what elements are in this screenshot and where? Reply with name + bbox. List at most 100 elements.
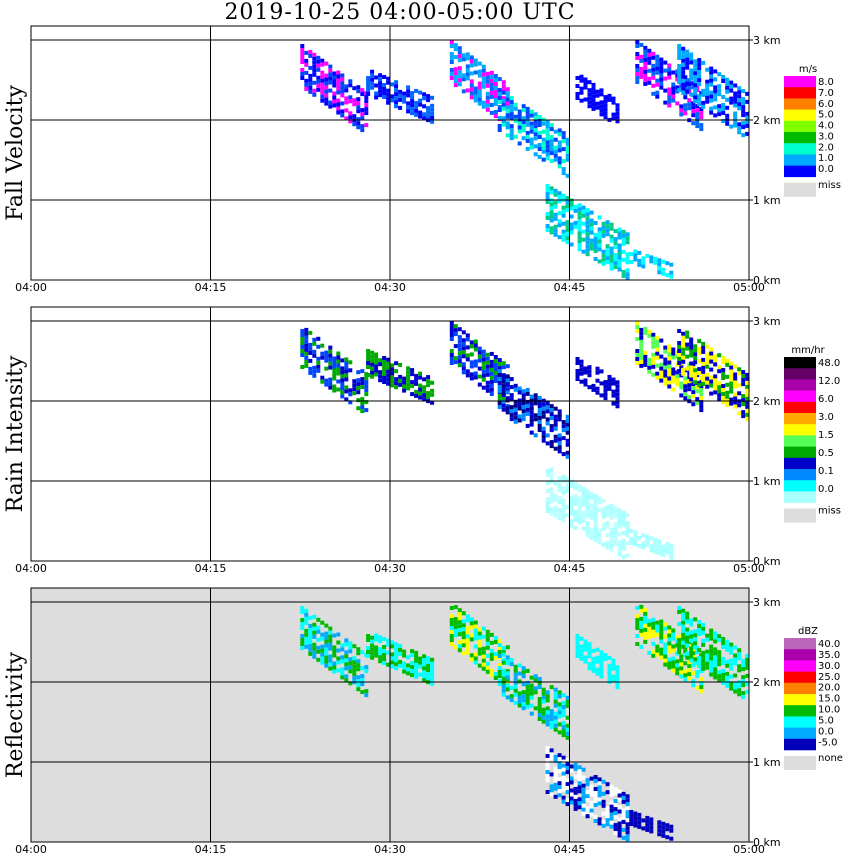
echo-cell xyxy=(577,777,582,782)
echo-cell xyxy=(422,393,427,398)
echo-cell xyxy=(721,119,726,123)
echo-cell xyxy=(308,627,313,632)
echo-cell xyxy=(453,47,458,52)
echo-cell xyxy=(663,658,668,663)
echo-cell xyxy=(398,93,403,98)
echo-cell xyxy=(364,384,369,389)
echo-cell xyxy=(721,360,726,364)
echo-cell xyxy=(320,62,325,67)
echo-cell xyxy=(737,383,742,388)
echo-cell xyxy=(549,756,554,761)
echo-cell xyxy=(585,248,590,253)
echo-cell xyxy=(485,99,490,104)
echo-cell xyxy=(733,404,738,409)
echo-cell xyxy=(505,645,510,650)
echo-cell xyxy=(304,343,309,348)
echo-cell xyxy=(633,819,638,824)
echo-cell xyxy=(461,342,466,347)
echo-cell xyxy=(625,794,630,799)
echo-cell xyxy=(324,77,329,82)
echo-cell xyxy=(745,392,750,397)
echo-cell xyxy=(573,782,578,787)
echo-cell xyxy=(737,688,742,693)
echo-cell xyxy=(304,632,309,637)
echo-cell xyxy=(725,77,730,82)
echo-cell xyxy=(461,362,466,367)
echo-cell xyxy=(681,78,686,83)
echo-cell xyxy=(721,641,726,645)
echo-cell xyxy=(300,353,305,357)
echo-cell xyxy=(565,790,570,795)
echo-cell xyxy=(410,99,415,104)
echo-cell xyxy=(683,396,688,401)
echo-region xyxy=(629,810,674,841)
echo-cell xyxy=(585,509,590,514)
echo-cell xyxy=(669,547,674,552)
echo-cell xyxy=(501,88,506,93)
echo-cell xyxy=(565,204,570,209)
echo-cell xyxy=(406,109,411,114)
colorbar-missing-swatch xyxy=(784,756,816,770)
colorbar-level-label: 10.0 xyxy=(818,705,840,716)
echo-cell xyxy=(378,81,383,86)
echo-cell xyxy=(461,623,466,628)
echo-cell xyxy=(553,723,558,728)
echo-cell xyxy=(681,612,686,617)
echo-cell xyxy=(352,668,357,673)
echo-cell xyxy=(697,78,702,83)
colorbar-missing-swatch xyxy=(784,182,816,197)
echo-cell xyxy=(561,705,566,710)
echo-cell xyxy=(695,120,700,125)
echo-cell xyxy=(473,343,478,348)
echo-cell xyxy=(336,98,341,103)
echo-cell xyxy=(430,119,435,124)
echo-cell xyxy=(525,387,530,392)
echo-cell xyxy=(643,81,648,86)
echo-cell xyxy=(541,707,546,712)
echo-cell xyxy=(312,60,317,65)
echo-cell xyxy=(659,65,664,70)
height-tick-label: 1 km xyxy=(753,194,781,207)
echo-cell xyxy=(461,651,466,656)
echo-cell xyxy=(681,46,686,51)
echo-cell xyxy=(553,774,558,779)
echo-cell xyxy=(585,505,590,510)
echo-cell xyxy=(625,830,630,835)
echo-cell xyxy=(485,352,490,357)
echo-cell xyxy=(615,115,620,120)
echo-cell xyxy=(613,815,618,820)
echo-cell xyxy=(312,64,317,69)
echo-cell xyxy=(701,100,706,105)
echo-cell xyxy=(599,654,604,659)
echo-cell xyxy=(605,790,610,795)
echo-cell xyxy=(418,375,423,380)
echo-cell xyxy=(300,333,305,337)
echo-cell xyxy=(352,676,357,681)
echo-cell xyxy=(737,130,742,135)
echo-cell xyxy=(641,260,646,265)
echo-cell xyxy=(521,413,526,418)
echo-cell xyxy=(493,355,498,359)
echo-cell xyxy=(473,628,478,633)
echo-cell xyxy=(561,135,566,140)
echo-cell xyxy=(465,52,470,57)
echo-cell xyxy=(557,148,562,153)
echo-cell xyxy=(344,357,349,362)
echo-cell xyxy=(312,654,317,659)
echo-cell xyxy=(701,60,706,65)
echo-cell xyxy=(643,631,648,636)
echo-cell xyxy=(639,363,644,368)
echo-cell xyxy=(398,659,403,664)
echo-cell xyxy=(308,623,313,628)
colorbar-swatch xyxy=(784,109,816,122)
echo-cell xyxy=(378,635,383,640)
echo-cell xyxy=(529,145,534,150)
echo-cell xyxy=(485,83,490,88)
echo-cell xyxy=(667,87,672,92)
echo-cell xyxy=(497,128,502,132)
echo-cell xyxy=(360,405,365,410)
echo-cell xyxy=(669,270,674,275)
echo-cell xyxy=(613,791,618,796)
echo-cell xyxy=(595,390,600,395)
echo-cell xyxy=(493,86,498,90)
